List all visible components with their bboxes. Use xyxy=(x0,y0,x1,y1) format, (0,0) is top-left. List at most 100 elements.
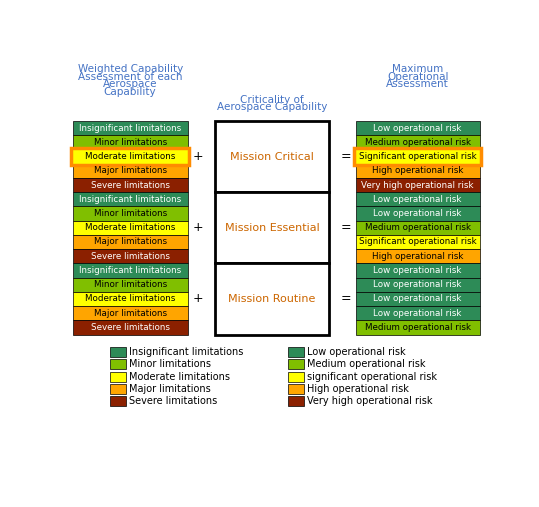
Bar xyxy=(356,306,480,320)
Text: Mission Critical: Mission Critical xyxy=(230,152,314,162)
Text: High operational risk: High operational risk xyxy=(372,166,464,175)
Bar xyxy=(356,320,480,335)
Text: Severe limitations: Severe limitations xyxy=(129,396,217,406)
Text: Assessment of each: Assessment of each xyxy=(78,71,182,82)
Bar xyxy=(356,135,480,150)
Text: Capability: Capability xyxy=(104,87,156,97)
Text: Low operational risk: Low operational risk xyxy=(374,309,462,318)
Bar xyxy=(356,263,480,278)
Text: Low operational risk: Low operational risk xyxy=(374,266,462,275)
Text: Insignificant limitations: Insignificant limitations xyxy=(79,195,181,204)
Bar xyxy=(110,372,126,382)
Text: Major limitations: Major limitations xyxy=(94,166,167,175)
Bar xyxy=(110,384,126,394)
Bar xyxy=(73,135,188,150)
Bar xyxy=(288,359,304,369)
Bar xyxy=(356,192,480,206)
Text: Mission Routine: Mission Routine xyxy=(229,294,316,304)
Bar xyxy=(73,164,188,178)
Text: Severe limitations: Severe limitations xyxy=(91,180,170,190)
Text: Low operational risk: Low operational risk xyxy=(374,280,462,289)
Text: Aerospace: Aerospace xyxy=(103,79,157,89)
Bar xyxy=(288,372,304,382)
Text: Major limitations: Major limitations xyxy=(94,309,167,318)
Bar xyxy=(356,292,480,306)
Text: Severe limitations: Severe limitations xyxy=(91,323,170,332)
Text: High operational risk: High operational risk xyxy=(372,252,464,261)
Text: Minor limitations: Minor limitations xyxy=(94,138,167,147)
Bar xyxy=(73,249,188,263)
Bar xyxy=(73,292,188,306)
Bar xyxy=(73,263,188,278)
Bar xyxy=(288,347,304,357)
Bar xyxy=(215,263,329,335)
Bar xyxy=(356,249,480,263)
Bar xyxy=(73,150,188,164)
Bar xyxy=(356,150,480,164)
Text: Weighted Capability: Weighted Capability xyxy=(78,64,183,74)
Text: Insignificant limitations: Insignificant limitations xyxy=(129,347,243,357)
Text: Insignificant limitations: Insignificant limitations xyxy=(79,266,181,275)
Bar xyxy=(356,164,480,178)
Bar xyxy=(73,121,188,135)
Text: Assessment: Assessment xyxy=(386,79,449,89)
Text: Low operational risk: Low operational risk xyxy=(374,124,462,132)
Bar xyxy=(215,121,329,192)
Text: Medium operational risk: Medium operational risk xyxy=(365,223,471,232)
Text: =: = xyxy=(340,150,351,163)
Text: Aerospace Capability: Aerospace Capability xyxy=(217,102,327,113)
Text: Severe limitations: Severe limitations xyxy=(91,252,170,261)
Bar xyxy=(356,178,480,192)
Bar xyxy=(356,278,480,292)
Text: Medium operational risk: Medium operational risk xyxy=(365,138,471,147)
Text: Moderate limitations: Moderate limitations xyxy=(85,152,175,161)
Text: Criticality of: Criticality of xyxy=(240,95,304,105)
Text: Medium operational risk: Medium operational risk xyxy=(307,359,425,369)
Text: Very high operational risk: Very high operational risk xyxy=(307,396,432,406)
Text: significant operational risk: significant operational risk xyxy=(307,372,437,382)
Text: Medium operational risk: Medium operational risk xyxy=(365,323,471,332)
Text: Major limitations: Major limitations xyxy=(129,384,210,394)
Text: Minor limitations: Minor limitations xyxy=(129,359,211,369)
Bar xyxy=(215,192,329,263)
Text: Minor limitations: Minor limitations xyxy=(94,280,167,289)
Bar xyxy=(73,192,188,206)
Text: Minor limitations: Minor limitations xyxy=(94,209,167,218)
Text: =: = xyxy=(340,293,351,305)
Bar xyxy=(356,121,480,135)
Bar xyxy=(110,347,126,357)
Bar xyxy=(110,396,126,406)
Text: Major limitations: Major limitations xyxy=(94,237,167,246)
Bar xyxy=(73,178,188,192)
Text: Low operational risk: Low operational risk xyxy=(374,195,462,204)
Text: Moderate limitations: Moderate limitations xyxy=(85,223,175,232)
Text: Operational: Operational xyxy=(387,71,448,82)
Text: Significant operational risk: Significant operational risk xyxy=(359,237,476,246)
Text: =: = xyxy=(340,221,351,234)
Bar xyxy=(356,206,480,221)
Bar xyxy=(73,278,188,292)
Text: Insignificant limitations: Insignificant limitations xyxy=(79,124,181,132)
Bar xyxy=(73,235,188,249)
Text: High operational risk: High operational risk xyxy=(307,384,409,394)
Text: +: + xyxy=(192,221,203,234)
Bar xyxy=(288,384,304,394)
Text: Significant operational risk: Significant operational risk xyxy=(359,152,476,161)
Bar xyxy=(288,396,304,406)
Text: Maximum: Maximum xyxy=(392,64,443,74)
Bar xyxy=(73,306,188,320)
Text: Very high operational risk: Very high operational risk xyxy=(362,180,474,190)
Text: +: + xyxy=(192,150,203,163)
Bar xyxy=(73,221,188,235)
Bar xyxy=(356,221,480,235)
Text: Low operational risk: Low operational risk xyxy=(374,295,462,304)
Text: Moderate limitations: Moderate limitations xyxy=(129,372,230,382)
Bar xyxy=(73,206,188,221)
Bar xyxy=(354,148,481,165)
Bar xyxy=(356,235,480,249)
Bar xyxy=(110,359,126,369)
Bar xyxy=(71,148,189,165)
Bar xyxy=(73,320,188,335)
Text: Moderate limitations: Moderate limitations xyxy=(85,295,175,304)
Text: Low operational risk: Low operational risk xyxy=(307,347,405,357)
